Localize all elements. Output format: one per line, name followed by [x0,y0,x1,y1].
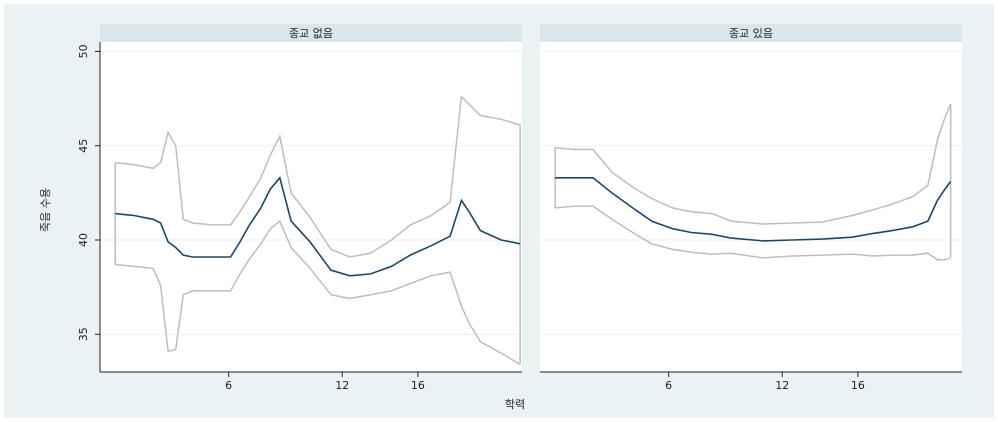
ci-line [115,95,521,258]
strip [540,24,962,42]
panel-title: 종교 없음 [289,27,333,40]
plot-area [100,42,522,372]
x-tick-label: 6 [665,379,672,392]
ci-line [555,103,952,225]
y-axis-label: 죽음 수용 [39,188,52,232]
x-tick-label: 16 [851,379,865,392]
ci-line [115,219,521,366]
y-tick-label: 50 [77,44,90,58]
y-tick-label: 35 [77,327,90,341]
strip [100,24,522,42]
x-tick-label: 12 [775,379,789,392]
x-tick-label: 12 [335,379,349,392]
ci-line [555,205,951,261]
x-tick-label: 16 [411,379,425,392]
x-axis-label: 학력 [505,398,525,411]
panel-title: 종교 있음 [729,27,773,40]
x-tick-label: 6 [225,379,232,392]
plot-area [540,42,962,372]
y-tick-label: 40 [77,233,90,247]
mean-line [115,176,521,277]
mean-line [555,177,952,242]
y-tick-label: 45 [77,139,90,153]
